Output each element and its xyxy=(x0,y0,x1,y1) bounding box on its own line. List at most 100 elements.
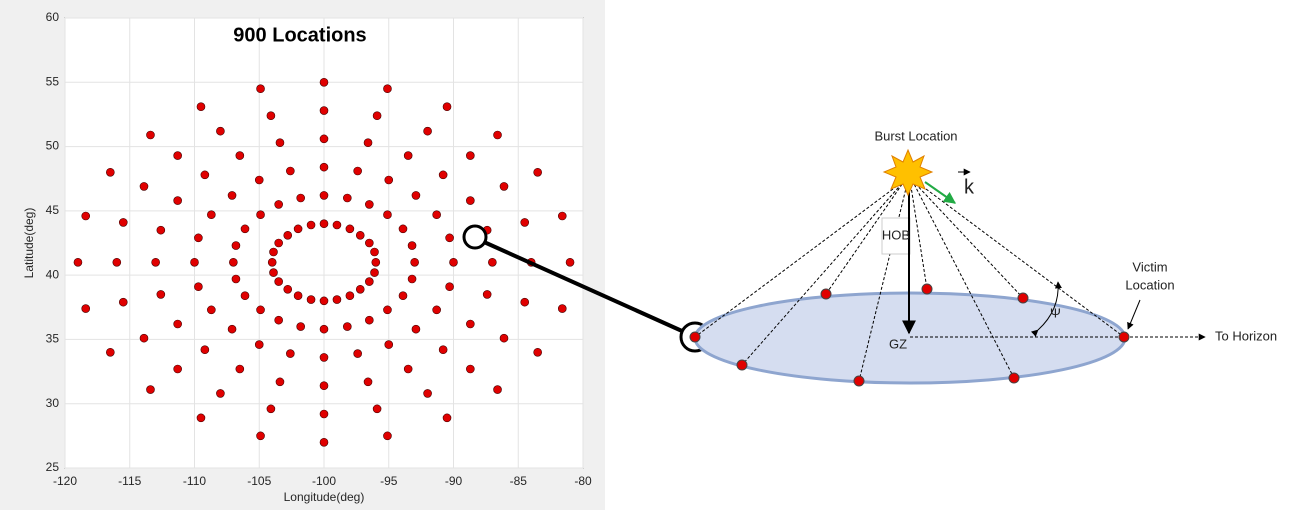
point xyxy=(269,247,278,257)
point xyxy=(196,102,206,112)
point xyxy=(372,404,382,414)
point xyxy=(286,166,295,176)
point xyxy=(256,84,265,94)
point xyxy=(293,291,303,301)
point xyxy=(274,277,283,286)
point xyxy=(240,224,250,234)
point xyxy=(240,291,250,301)
point xyxy=(365,238,374,248)
point xyxy=(384,340,394,349)
point xyxy=(235,364,245,374)
x-tick-label: -120 xyxy=(53,474,77,488)
chart-title: 900 Locations xyxy=(233,24,366,46)
point xyxy=(372,111,382,121)
y-axis-label: Latitude(deg) xyxy=(22,208,36,279)
x-tick-label: -110 xyxy=(183,474,206,488)
point xyxy=(365,277,374,286)
point xyxy=(493,385,502,394)
point xyxy=(283,284,293,294)
point xyxy=(432,305,441,315)
psi-label: Ψ xyxy=(1050,305,1061,320)
point xyxy=(196,413,206,423)
point xyxy=(410,257,419,267)
point xyxy=(274,315,283,325)
point xyxy=(151,257,160,267)
burst-star xyxy=(882,148,934,197)
gz-label: GZ xyxy=(889,336,907,351)
y-tick-label: 40 xyxy=(46,267,60,281)
k-vector xyxy=(924,181,956,204)
point xyxy=(139,182,149,191)
point xyxy=(139,333,149,343)
point xyxy=(306,220,316,230)
point xyxy=(118,297,128,307)
point xyxy=(283,230,293,240)
point xyxy=(332,220,342,230)
point xyxy=(353,166,362,176)
point xyxy=(73,257,83,267)
rays xyxy=(694,179,1125,382)
point xyxy=(520,218,530,227)
point xyxy=(256,305,265,315)
point xyxy=(365,200,374,209)
point xyxy=(156,290,166,299)
point xyxy=(442,413,452,423)
point xyxy=(146,385,155,394)
point xyxy=(438,345,448,355)
point xyxy=(293,224,303,234)
point xyxy=(445,282,454,292)
victim-label: Victim xyxy=(1132,259,1167,274)
point xyxy=(442,102,452,112)
point xyxy=(106,347,115,357)
point xyxy=(173,319,182,329)
x-tick-label: -95 xyxy=(380,474,398,488)
point xyxy=(266,111,276,121)
point xyxy=(398,291,408,301)
point xyxy=(112,257,122,267)
point xyxy=(319,191,329,200)
point xyxy=(411,324,421,334)
point xyxy=(319,409,329,419)
point xyxy=(411,191,421,200)
point xyxy=(173,151,182,160)
horizon-label: To Horizon xyxy=(1215,328,1277,343)
point xyxy=(267,257,277,267)
point xyxy=(499,333,509,343)
y-tick-label: 30 xyxy=(46,396,60,410)
point xyxy=(106,167,115,177)
point xyxy=(319,324,329,334)
victim-arrow xyxy=(1127,299,1141,330)
point xyxy=(466,196,475,205)
points xyxy=(73,77,575,447)
y-tick-label: 55 xyxy=(46,74,60,88)
point xyxy=(254,175,264,185)
point xyxy=(363,377,373,387)
point xyxy=(173,196,182,205)
point xyxy=(383,210,392,220)
point xyxy=(200,170,210,180)
point xyxy=(81,304,91,313)
point xyxy=(227,324,237,334)
point xyxy=(557,304,567,313)
point xyxy=(371,257,381,267)
point xyxy=(319,437,329,447)
point xyxy=(156,225,166,235)
point xyxy=(423,126,432,136)
point xyxy=(370,247,379,257)
point xyxy=(499,182,509,191)
point xyxy=(353,349,362,358)
x-tick-label: -85 xyxy=(510,474,528,488)
point xyxy=(438,170,448,180)
point xyxy=(173,364,182,374)
hob-label: HOB xyxy=(882,227,910,242)
point xyxy=(384,175,394,185)
callout-line xyxy=(483,240,683,333)
point xyxy=(319,219,329,229)
point xyxy=(194,282,203,292)
point xyxy=(383,84,392,94)
point xyxy=(445,233,454,243)
point xyxy=(466,364,475,374)
burst-label: Burst Location xyxy=(874,128,957,143)
point xyxy=(190,257,199,267)
